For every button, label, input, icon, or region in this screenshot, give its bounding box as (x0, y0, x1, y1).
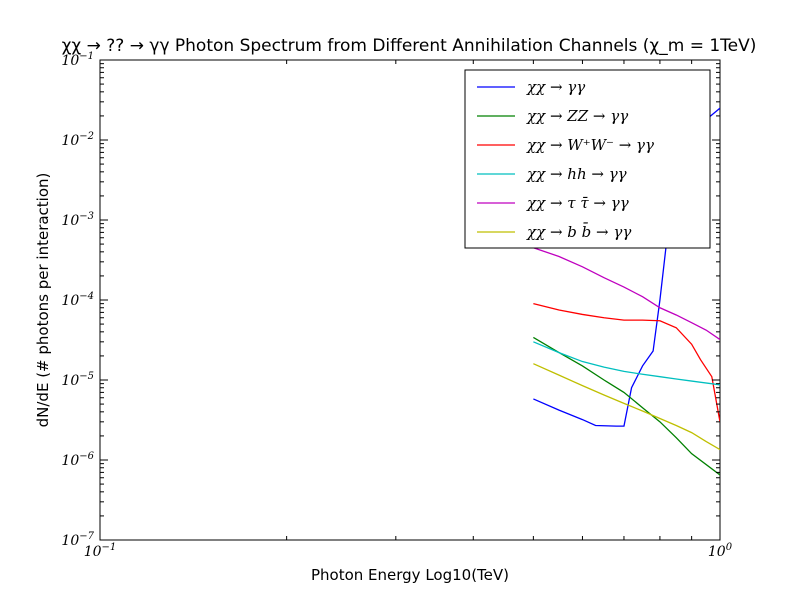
y-tick-label: 10−6 (61, 451, 94, 469)
y-tick-label: 10−5 (61, 371, 94, 389)
legend: χχ → γγ χχ → ZZ → γγ χχ → W⁺W⁻ → γγ χχ → hh… (464, 69, 711, 249)
legend-label-5: χχ → τ τ̄ → γγ (526, 194, 629, 212)
legend-label-3: χχ → W⁺W⁻ → γγ (526, 136, 654, 154)
series-line-5 (533, 247, 720, 341)
y-axis-label: dN/dE (# photons per interaction) (34, 173, 52, 428)
legend-label-1: χχ → γγ (526, 78, 585, 96)
series-line-4 (533, 341, 720, 386)
y-tick-label: 10−1 (61, 51, 94, 69)
series-line-6 (533, 363, 720, 451)
chart-title: χχ → ?? → γγ Photon Spectrum from Differ… (62, 36, 757, 56)
y-tick-label: 10−4 (61, 291, 94, 309)
legend-label-2: χχ → ZZ → γγ (526, 107, 628, 125)
series-line-3 (533, 303, 720, 422)
tick-layer: 10−7 10−6 10−5 10−4 10−3 10−2 10−1 10−1 100 (61, 51, 732, 560)
legend-label-6: χχ → b b̄ → γγ (526, 223, 631, 241)
x-tick-label: 100 (708, 542, 733, 560)
series-line-2 (533, 336, 720, 476)
x-tick-label: 10−1 (84, 542, 117, 560)
y-tick-label: 10−7 (61, 531, 94, 549)
y-tick-label: 10−3 (61, 211, 94, 229)
y-tick-label: 10−2 (61, 131, 94, 149)
legend-label-4: χχ → hh → γγ (526, 165, 627, 183)
legend-box (464, 69, 711, 249)
x-axis-label: Photon Energy Log10(TeV) (311, 566, 509, 584)
